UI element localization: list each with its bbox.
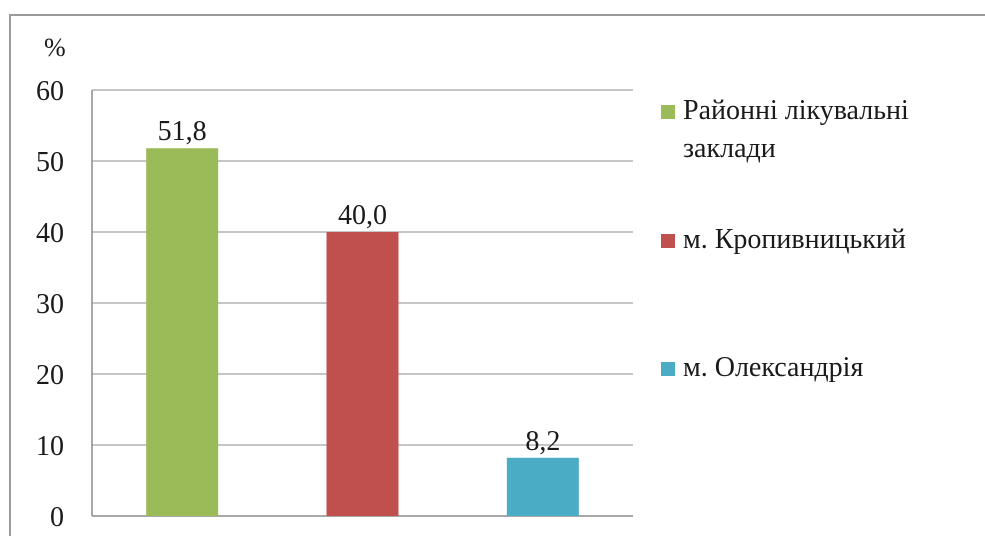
y-tick-label: 10 (36, 431, 64, 462)
bar (506, 457, 579, 516)
bar (326, 232, 399, 516)
y-tick-label: 50 (36, 147, 64, 178)
y-tick-labels: 0 10 20 30 40 50 60 (36, 76, 64, 533)
data-labels: 51,8 40,0 8,2 (158, 116, 561, 457)
legend-label: Районні лікувальні заклади (683, 95, 909, 164)
legend-swatch (661, 362, 675, 376)
legend-label-line: Районні лікувальні (683, 95, 909, 126)
y-tick-label: 40 (36, 218, 64, 249)
bar-value-label: 40,0 (338, 200, 387, 231)
y-tick-label: 60 (36, 76, 64, 107)
legend: Районні лікувальні заклади м. Кропивницьки… (661, 95, 909, 383)
legend-label-line: м. Олександрія (683, 352, 863, 383)
y-tick-label: 0 (50, 502, 64, 533)
y-tick-label: 30 (36, 289, 64, 320)
legend-swatch (661, 105, 675, 119)
y-axis-unit-label: % (44, 33, 66, 62)
y-tick-label: 20 (36, 360, 64, 391)
legend-label: м. Кропивницький (683, 224, 906, 255)
legend-swatch (661, 234, 675, 248)
legend-label: м. Олександрія (683, 352, 863, 383)
bar (146, 148, 219, 516)
legend-label-line: м. Кропивницький (683, 224, 906, 255)
bar-value-label: 51,8 (158, 116, 207, 147)
bars (146, 148, 579, 516)
bar-value-label: 8,2 (525, 426, 560, 457)
legend-label-line: заклади (683, 133, 776, 164)
